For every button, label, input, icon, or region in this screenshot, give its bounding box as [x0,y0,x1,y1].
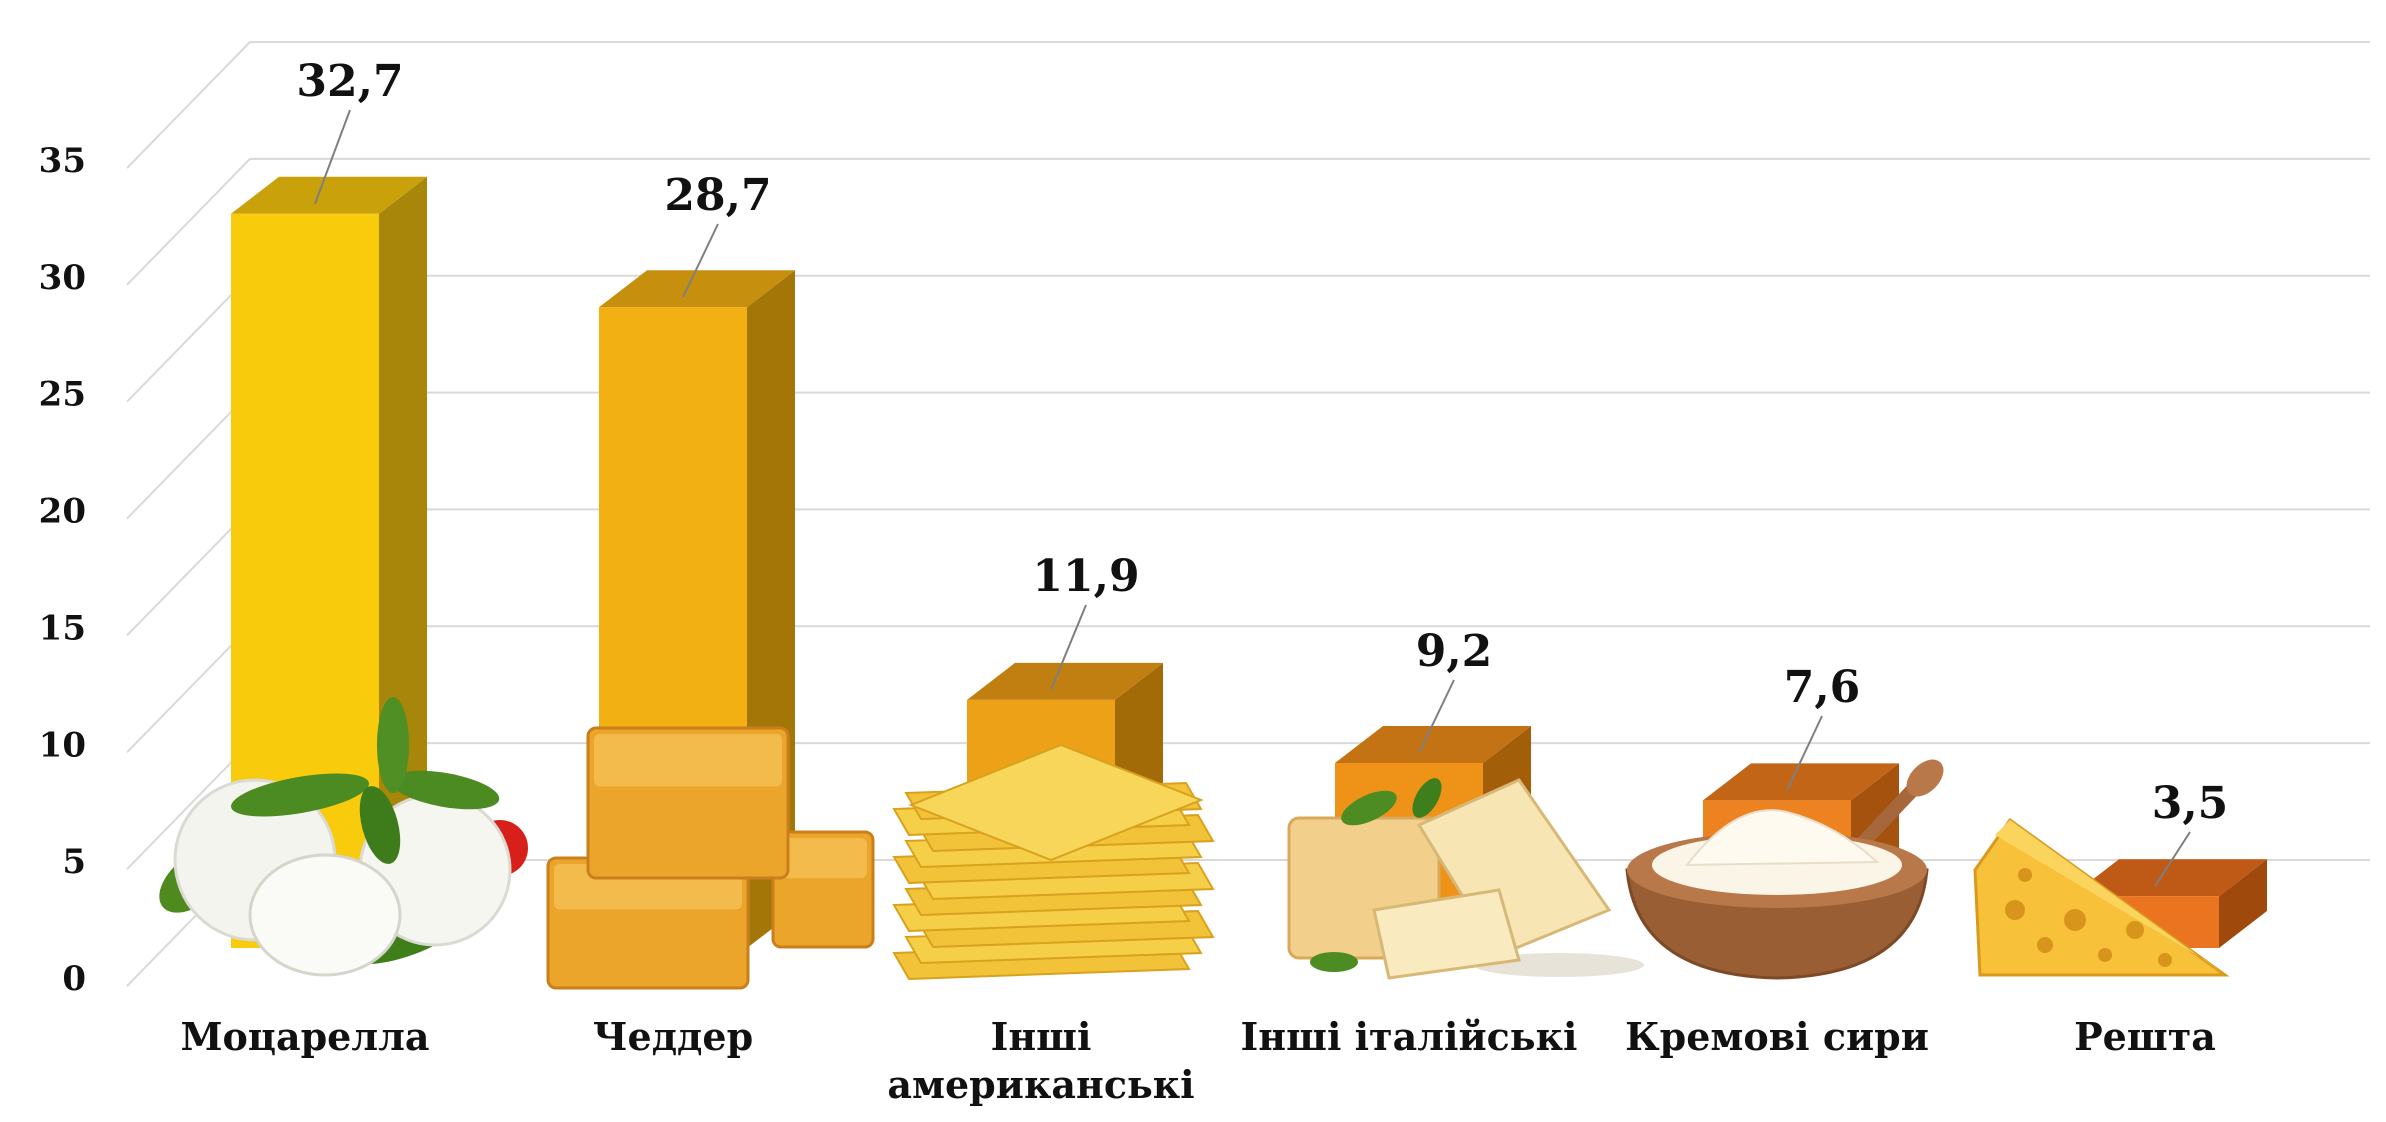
value-leader-line [1786,715,1823,791]
value-leader-line [2154,831,2191,887]
bars [231,176,2267,949]
bar-top [2071,859,2267,897]
gridline [126,391,2370,520]
y-tick-label: 20 [39,492,86,532]
y-tick-label: 25 [39,375,86,415]
y-tick-label: 15 [39,608,86,648]
cheddar-cubes-icon [546,726,875,990]
value-label: 11,9 [1032,551,1139,602]
y-tick-label: 35 [39,141,86,181]
bar-top [967,662,1163,700]
bar-top [231,176,427,214]
y-tick-label: 10 [39,725,86,765]
y-axis: 0 5 10 15 20 25 30 35 [39,141,86,999]
cheese-illustrations [159,697,2230,990]
value-label: 9,2 [1416,626,1493,677]
y-tick-label: 5 [62,842,86,882]
american-slices-icon [892,743,1215,981]
gridline [126,625,2370,753]
value-leader-line [1418,679,1455,754]
x-category-label: Інші італійські [1241,1014,1578,1059]
value-leader-line [314,109,351,205]
bar-top [1335,725,1531,763]
gridline [126,274,2370,403]
bar-top [1703,763,1899,801]
x-category-label: Решта [2074,1014,2216,1059]
gridline [126,157,2370,286]
gridline [126,41,2370,169]
y-tick-label: 0 [62,959,86,999]
value-leader-line [1050,604,1087,691]
value-labels: 32,7 28,7 11,9 9,2 7,6 3,5 [296,56,2229,887]
value-label: 32,7 [296,56,403,107]
mozzarella-basil-icon [159,697,528,977]
x-axis: Моцарелла Чеддер Інші американські Інші італ… [180,1014,2215,1107]
x-category-label: Кремові сири [1625,1014,1929,1059]
italian-wedges-icon [1287,778,1644,980]
bar-side [2219,859,2267,948]
value-label: 3,5 [2152,778,2229,829]
bar-top [599,270,795,308]
y-tick-label: 30 [39,258,86,298]
x-category-label: Чеддер [593,1014,753,1059]
x-category-label: Інші американські [887,1014,1194,1107]
cream-cheese-bowl-icon [1625,759,1944,980]
value-label: 7,6 [1784,662,1861,713]
value-leader-line [682,223,719,298]
gridline [126,508,2370,637]
x-category-label: Моцарелла [180,1014,429,1059]
value-label: 28,7 [664,170,771,221]
swiss-wedge-icon [1973,817,2230,977]
